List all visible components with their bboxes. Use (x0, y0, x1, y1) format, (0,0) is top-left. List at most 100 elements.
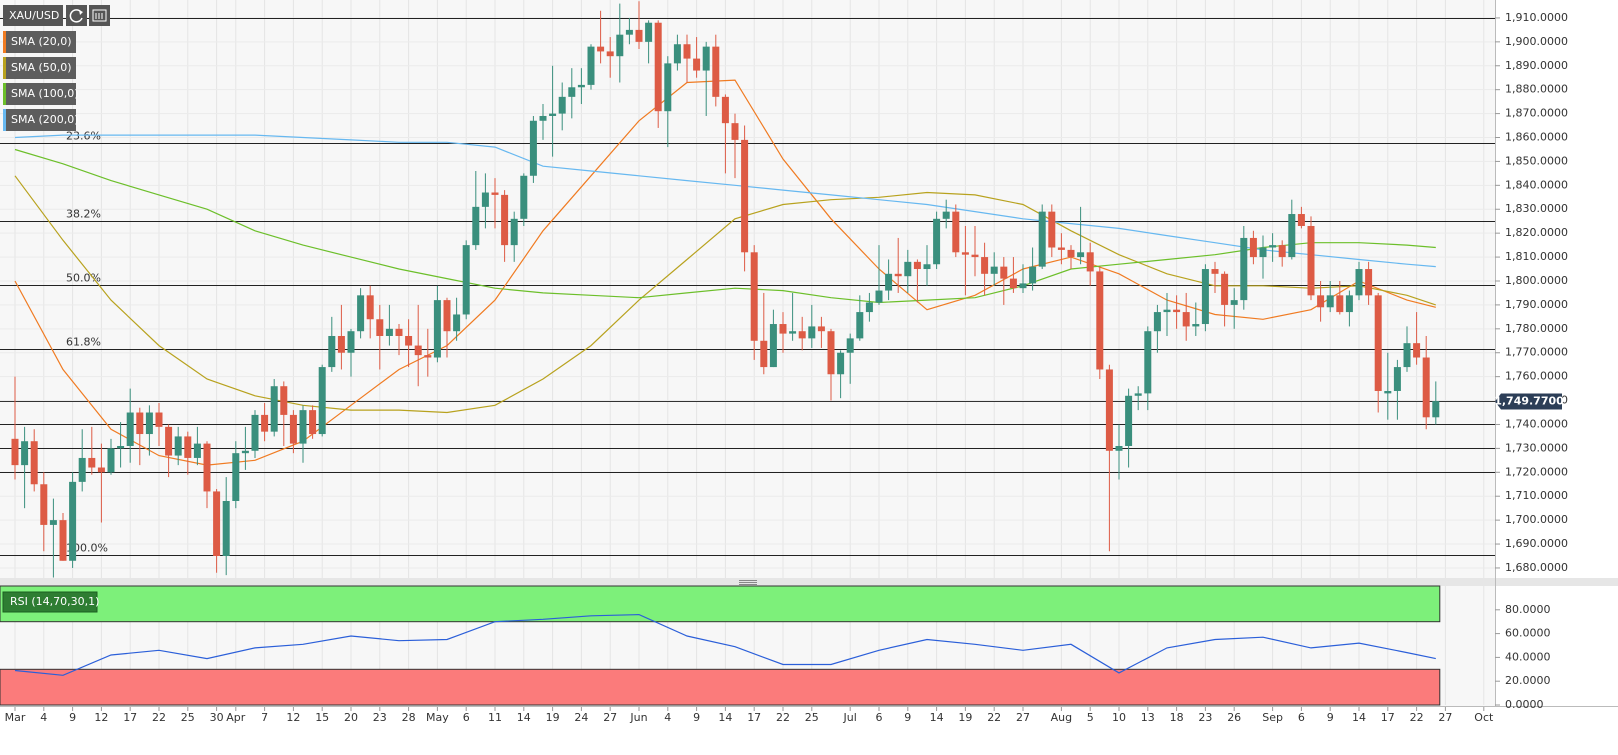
candle-body (961, 252, 969, 255)
sma-legend: SMA (50,0) (11, 61, 72, 74)
y-tick-label: 1,910.0000 (1505, 11, 1568, 24)
x-tick-label: 19 (546, 711, 560, 724)
candle-body (1009, 278, 1017, 289)
candle-body (1393, 367, 1401, 391)
x-tick-label: 22 (776, 711, 790, 724)
sma-legend-box[interactable] (3, 109, 76, 131)
sma-legend-box[interactable] (3, 57, 76, 79)
candle-body (779, 324, 787, 334)
y-tick-label: 1,870.0000 (1505, 107, 1568, 120)
candle-body (117, 445, 125, 449)
sma-line (14, 79, 1436, 466)
x-tick-label: 9 (904, 711, 911, 724)
x-tick-label: 11 (488, 711, 502, 724)
candle-body (760, 340, 768, 368)
x-tick-label: 22 (152, 711, 166, 724)
y-tick-label: 1,820.0000 (1505, 226, 1568, 239)
candle-body (49, 520, 57, 525)
candle-body (721, 96, 729, 124)
refresh-button[interactable] (66, 5, 87, 26)
candle-body (683, 44, 691, 59)
x-tick-label: 30 (210, 711, 224, 724)
legend: XAU/USD RSI (14,70,30,1) SMA (20,0) SMA (… (2, 5, 110, 613)
candle-body (309, 410, 317, 435)
x-tick-label: 25 (805, 711, 819, 724)
candle-body (1144, 331, 1152, 394)
y-tick-label: 0.0000 (1505, 698, 1544, 711)
y-tick-label: 1,860.0000 (1505, 131, 1568, 144)
y-tick-label: 1,850.0000 (1505, 154, 1568, 167)
candle-body (1413, 343, 1421, 358)
y-tick-label: 1,680.0000 (1505, 561, 1568, 574)
x-tick-label: 15 (315, 711, 329, 724)
candle-body (174, 436, 182, 456)
candle-body (904, 261, 912, 277)
x-tick-label: 17 (123, 711, 137, 724)
x-tick-label: 9 (69, 711, 76, 724)
candle-body (213, 491, 221, 556)
candle-body (395, 328, 403, 336)
sma-legend: SMA (100,0) (11, 87, 79, 100)
candle-body (923, 264, 931, 270)
candle-body (1365, 269, 1373, 296)
x-tick-label: 12 (286, 711, 300, 724)
x-tick-label: 4 (40, 711, 47, 724)
sma-legend-box[interactable] (3, 83, 76, 105)
last-price-tag (1495, 393, 1562, 410)
candle-body (261, 414, 269, 432)
candle-body (232, 453, 240, 501)
candle-body (1163, 309, 1171, 313)
candle-body (107, 448, 115, 473)
sma-legend-swatch (3, 83, 6, 105)
x-tick-label: Oct (1474, 711, 1494, 724)
candle-body (280, 386, 288, 415)
candle-body (1317, 295, 1325, 308)
x-tick-label: 23 (373, 711, 387, 724)
y-tick-label: 1,780.0000 (1505, 322, 1568, 335)
candle-body (145, 412, 153, 435)
sma-legend-swatch (3, 57, 6, 79)
level-label: 23.6% (66, 130, 101, 143)
symbol-box[interactable] (3, 5, 63, 26)
level-label: 61.8% (66, 336, 101, 349)
candle-body (40, 484, 48, 525)
x-tick-label: 14 (718, 711, 732, 724)
x-tick-label: 27 (1016, 711, 1030, 724)
candle-body (587, 46, 595, 85)
y-tick-label: 1,840.0000 (1505, 178, 1568, 191)
candle-body (865, 302, 873, 313)
candle-body (846, 338, 854, 353)
candle-body (1403, 343, 1411, 368)
candle-body (1432, 401, 1440, 418)
candle-body (11, 438, 19, 466)
candle-body (1269, 245, 1277, 248)
candle-body (1307, 225, 1315, 296)
symbol: XAU/USD (9, 9, 59, 22)
candle-body (453, 314, 461, 332)
sma-legend: SMA (200,0) (11, 113, 79, 126)
rsi-bands (0, 585, 1441, 706)
sma-legend-swatch (3, 109, 6, 131)
candle-body (347, 331, 355, 353)
rsi-line (14, 613, 1436, 676)
x-tick-label: 17 (1381, 711, 1395, 724)
candle-body (616, 34, 624, 57)
candle-body (1221, 273, 1229, 305)
candle-body (885, 273, 893, 291)
x-tick-label: 25 (181, 711, 195, 724)
x-tick-label: 6 (463, 711, 470, 724)
y-tick-label: 40.0000 (1505, 650, 1551, 663)
rsi-legend-box[interactable] (2, 591, 98, 613)
candle-body (1192, 324, 1200, 327)
pane-separator[interactable] (0, 578, 1618, 586)
sma-legend-box[interactable] (3, 31, 76, 53)
candle-body (789, 331, 797, 334)
x-tick-label: 10 (1112, 711, 1126, 724)
candle-body (1201, 269, 1209, 325)
candle-body (568, 87, 576, 97)
x-tick-label: 6 (1298, 711, 1305, 724)
candle-body (1240, 237, 1248, 301)
candle-body (673, 44, 681, 64)
y-tick-label: 1,800.0000 (1505, 274, 1568, 287)
